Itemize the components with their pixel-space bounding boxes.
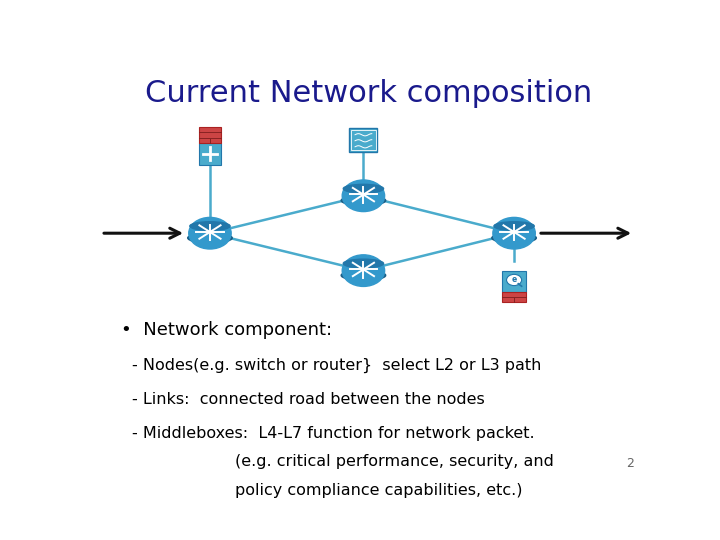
Bar bbox=[349, 128, 377, 152]
Bar bbox=[503, 292, 526, 302]
Bar bbox=[199, 143, 221, 165]
Bar bbox=[199, 127, 221, 143]
Ellipse shape bbox=[341, 195, 386, 206]
Text: 2: 2 bbox=[626, 457, 634, 470]
Text: (e.g. critical performance, security, and: (e.g. critical performance, security, an… bbox=[235, 454, 554, 469]
Text: - Nodes(e.g. switch or router}  select L2 or L3 path: - Nodes(e.g. switch or router} select L2… bbox=[132, 358, 541, 373]
Ellipse shape bbox=[188, 233, 233, 243]
Text: •  Network component:: • Network component: bbox=[121, 321, 332, 339]
Circle shape bbox=[342, 180, 384, 212]
Text: policy compliance capabilities, etc.): policy compliance capabilities, etc.) bbox=[235, 483, 523, 498]
Text: e: e bbox=[511, 275, 517, 285]
Text: Current Network composition: Current Network composition bbox=[145, 79, 593, 109]
Bar bbox=[503, 271, 526, 292]
Ellipse shape bbox=[492, 233, 536, 243]
Ellipse shape bbox=[190, 222, 230, 231]
Circle shape bbox=[507, 274, 521, 286]
Text: - Links:  connected road between the nodes: - Links: connected road between the node… bbox=[132, 392, 485, 407]
Circle shape bbox=[189, 218, 231, 249]
Ellipse shape bbox=[341, 270, 386, 280]
Text: - Middleboxes:  L4-L7 function for network packet.: - Middleboxes: L4-L7 function for networ… bbox=[132, 426, 534, 441]
Ellipse shape bbox=[343, 184, 384, 193]
Ellipse shape bbox=[494, 222, 534, 231]
Ellipse shape bbox=[343, 259, 384, 268]
Circle shape bbox=[493, 218, 535, 249]
Bar bbox=[351, 130, 376, 150]
Circle shape bbox=[342, 255, 384, 286]
